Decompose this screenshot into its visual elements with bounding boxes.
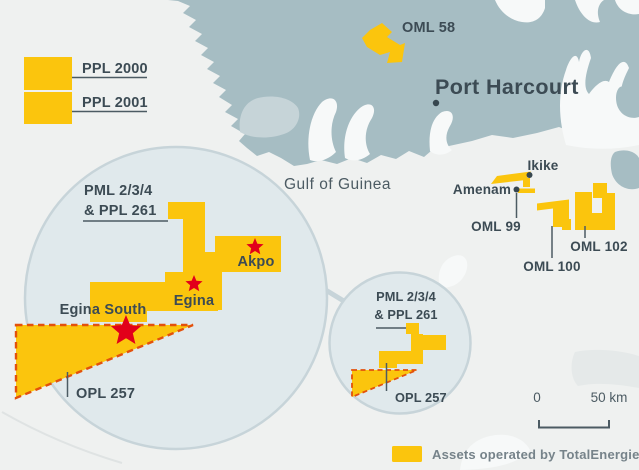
ppl2000-label: PPL 2000: [82, 61, 148, 77]
mangrove-patch: [239, 96, 300, 138]
island-patch: [610, 150, 639, 190]
scale-bar: 0 50 km: [533, 390, 628, 429]
shore-shading: [438, 255, 468, 288]
east-estuary-river: [560, 49, 639, 149]
egina-label: Egina: [174, 293, 215, 309]
oml100-block: [537, 199, 571, 230]
ppl-legend: PPL 2000 PPL 2001: [24, 57, 148, 124]
shore-contour-line: [1, 411, 123, 464]
oml58-block: [362, 23, 405, 63]
oml99-block: [491, 171, 535, 193]
shore-shading: [571, 349, 639, 388]
oml100-label: OML 100: [523, 259, 580, 274]
pml-label-line2-small: & PPL 261: [374, 307, 437, 322]
island-patch: [616, 85, 639, 118]
river-shape: [575, 0, 604, 23]
egina-south-label: Egina South: [60, 302, 147, 318]
opl257-block-large: [14, 323, 194, 400]
oml99-label: OML 99: [471, 219, 521, 234]
operated-assets-legend: Assets operated by TotalEnergies: [392, 446, 639, 462]
delta-channel: [308, 98, 338, 162]
river-shape: [615, 0, 639, 15]
pml-label-line2-large: & PPL 261: [84, 203, 156, 219]
shore-shading: [460, 434, 530, 470]
port-harcourt-label: Port Harcourt: [435, 75, 579, 99]
ikike-label: Ikike: [527, 158, 558, 173]
ikike-dot: [526, 172, 533, 178]
pml-label-line1-small: PML 2/3/4: [376, 289, 436, 304]
oml102-label: OML 102: [570, 239, 627, 254]
gulf-of-guinea-label: Gulf of Guinea: [284, 176, 391, 193]
opl257-label-large: OPL 257: [76, 386, 135, 402]
scale-zero-label: 0: [533, 390, 541, 405]
amenam-label: Amenam: [453, 182, 511, 197]
legend-assets-label: Assets operated by TotalEnergies: [432, 447, 639, 462]
ppl2000-swatch: [24, 57, 72, 90]
delta-channel: [344, 104, 375, 161]
delta-channel: [429, 110, 453, 155]
akpo-label: Akpo: [237, 254, 274, 270]
pml-label-line1-large: PML 2/3/4: [84, 183, 152, 199]
scale-bar-bracket: [538, 420, 610, 429]
amenam-dot: [513, 186, 520, 193]
scale-distance-label: 50 km: [591, 390, 628, 405]
oml58-label: OML 58: [402, 20, 455, 36]
pml-ppl-block-small: [379, 323, 446, 368]
legend-color-swatch: [392, 446, 422, 462]
oml102-block: [575, 183, 615, 230]
opl257-label-small: OPL 257: [395, 390, 447, 405]
opl257-block-small: [351, 369, 418, 399]
ppl2001-label: PPL 2001: [82, 95, 148, 111]
river-shape: [495, 0, 545, 23]
port-harcourt-dot: [432, 99, 440, 107]
ppl2001-swatch: [24, 92, 72, 124]
